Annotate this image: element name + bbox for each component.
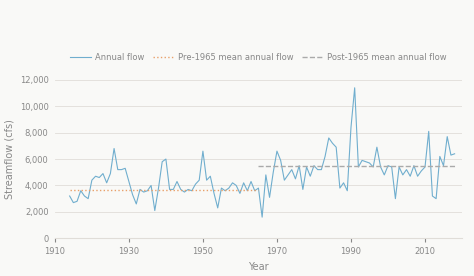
Pre-1965 mean annual flow xyxy=(255,189,261,192)
Annual flow xyxy=(215,206,220,209)
Y-axis label: Streamflow (cfs): Streamflow (cfs) xyxy=(4,119,14,199)
Annual flow xyxy=(118,168,124,171)
Legend: Annual flow, Pre-1965 mean annual flow, Post-1965 mean annual flow: Annual flow, Pre-1965 mean annual flow, … xyxy=(67,49,450,65)
Post-1965 mean annual flow xyxy=(452,165,457,168)
Annual flow xyxy=(71,201,76,204)
Line: Annual flow: Annual flow xyxy=(70,88,455,217)
Annual flow xyxy=(356,165,361,169)
Annual flow xyxy=(67,194,73,198)
X-axis label: Year: Year xyxy=(248,262,269,272)
Annual flow xyxy=(233,184,239,187)
Post-1965 mean annual flow xyxy=(255,165,261,168)
Annual flow xyxy=(348,126,354,129)
Annual flow xyxy=(352,86,357,89)
Annual flow xyxy=(259,216,265,219)
Annual flow xyxy=(452,152,457,155)
Pre-1965 mean annual flow xyxy=(67,189,73,192)
